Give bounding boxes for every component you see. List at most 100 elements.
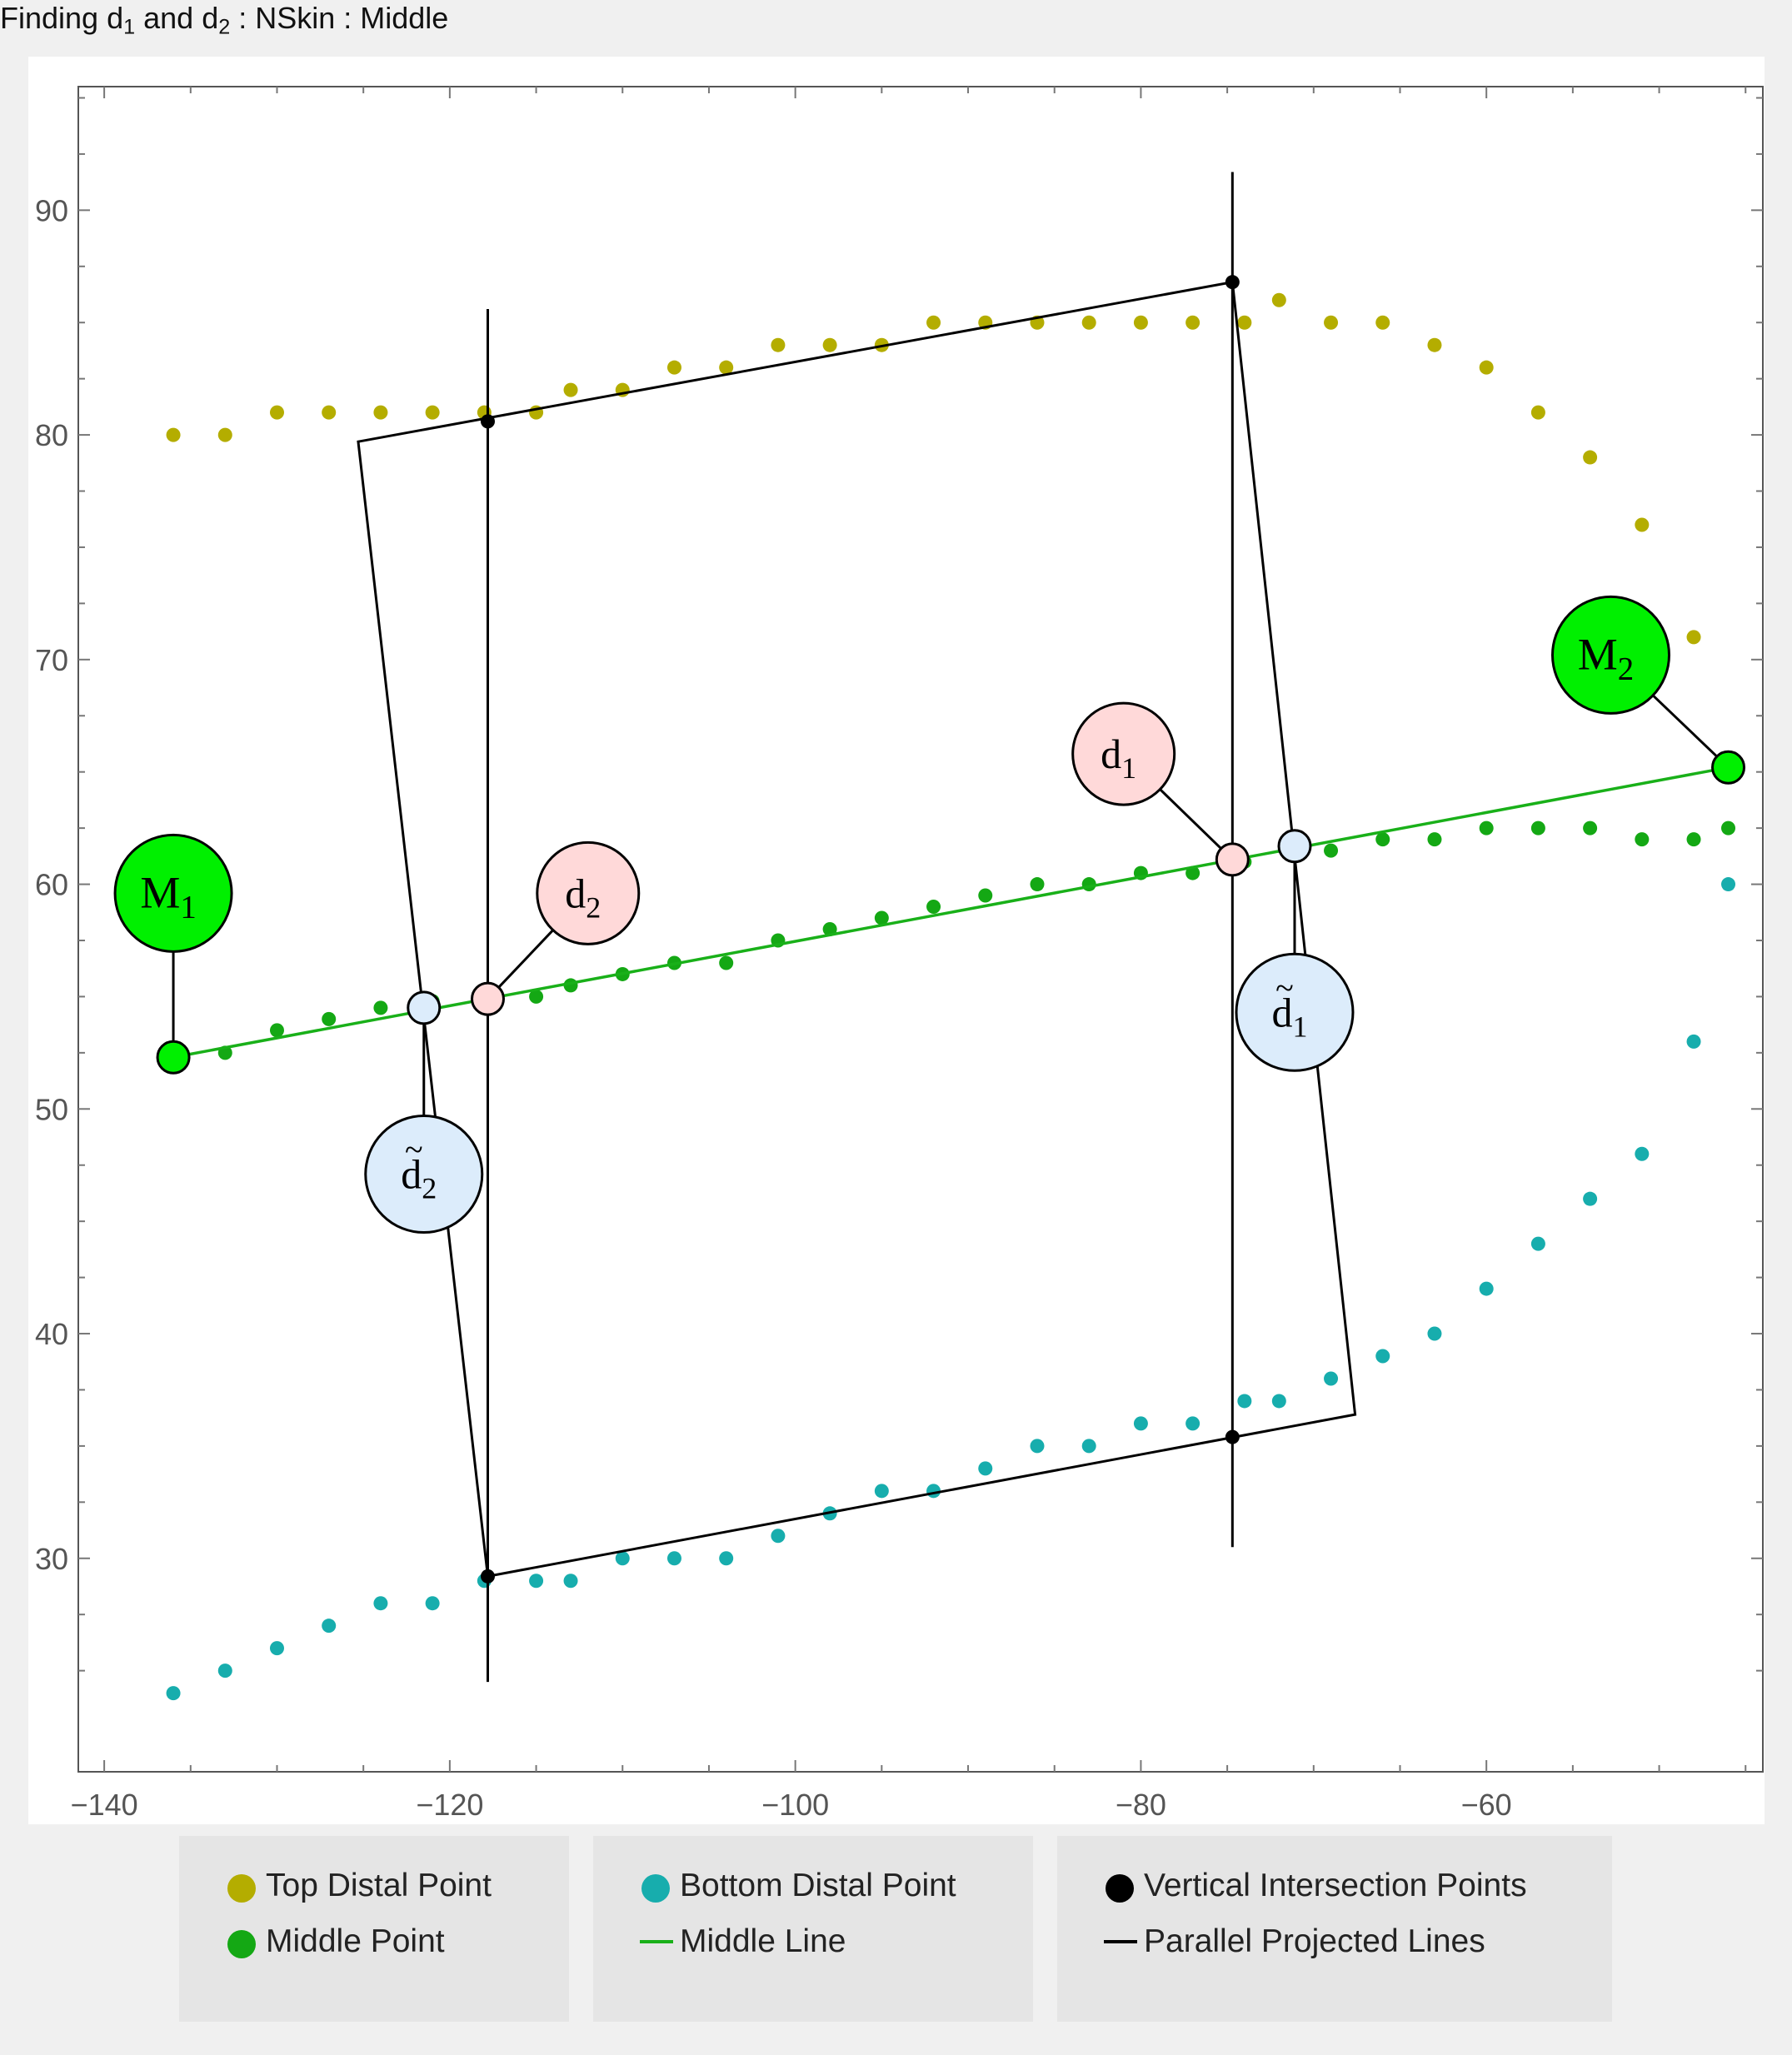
bottom-distal-point-point	[1583, 1191, 1598, 1206]
M1-label-subscript: 1	[180, 889, 196, 925]
bottom-distal-point-point	[1479, 1281, 1494, 1296]
legend-group-2: Bottom Distal Point Middle Line	[593, 1836, 1033, 2022]
top-distal-point-point	[1375, 315, 1390, 330]
d2-tilde-label-subscript: 2	[422, 1172, 437, 1205]
y-tick-label: 40	[35, 1317, 68, 1351]
legend-group-3: Vertical Intersection Points Parallel Pr…	[1057, 1836, 1612, 2022]
M2-label-base: M	[1578, 629, 1618, 679]
d1-tilde-point-marker	[1277, 829, 1312, 864]
bottom-distal-point-point	[926, 1484, 941, 1499]
middle-point-point	[1427, 832, 1442, 847]
bottom-distal-point-point	[269, 1641, 284, 1656]
top-distal-point-point	[1530, 405, 1545, 420]
d1-tilde-label-base: d	[1271, 989, 1292, 1035]
middle-point-point	[978, 888, 993, 903]
d2-label: d2	[565, 870, 601, 924]
d1-label-subscript: 1	[1121, 751, 1136, 785]
d1-connector	[1159, 788, 1223, 850]
legend-swatch-projected	[1104, 1940, 1137, 1943]
legend-label: Vertical Intersection Points	[1144, 1868, 1527, 1903]
d2-tilde-label-base: d	[401, 1151, 422, 1198]
y-tick-label: 60	[35, 868, 68, 902]
top-distal-point-point	[1324, 315, 1339, 330]
middle-point-point	[1375, 832, 1390, 847]
legend-item-vertical-points: Vertical Intersection Points	[1094, 1864, 1527, 1908]
d1-point-marker	[1215, 842, 1250, 877]
middle-point-point	[1686, 832, 1701, 847]
d2-tilde-point-marker	[407, 990, 442, 1025]
legend-item-bottom-distal: Bottom Distal Point	[630, 1864, 956, 1908]
bottom-distal-point-point	[529, 1574, 544, 1589]
middle-point-point	[874, 910, 889, 925]
top-distal-point-point	[1479, 360, 1494, 375]
vertical-intersection-point	[481, 414, 496, 429]
bottom-distal-point-point	[666, 1551, 681, 1566]
top-distal-point-point	[1583, 450, 1598, 465]
y-tick-label: 80	[35, 418, 68, 452]
bottom-distal-point-point	[719, 1551, 734, 1566]
middle-point-point	[1635, 832, 1650, 847]
bottom-distal-point-point	[615, 1551, 630, 1566]
d2-tilde-tilde: ~	[405, 1131, 423, 1169]
d1-label-base: d	[1101, 731, 1121, 777]
top-distal-point-point	[322, 405, 337, 420]
middle-point-point	[1721, 821, 1736, 835]
top-distal-point-point	[719, 360, 734, 375]
vertical-intersection-point	[481, 1569, 496, 1584]
middle-point-point	[1030, 877, 1045, 892]
d1-label: d1	[1101, 731, 1136, 785]
bottom-distal-point-point	[1427, 1326, 1442, 1341]
scatter-chart: −140 −120 −100 −80 −6030405060708090M1M2d1d2…	[35, 86, 1764, 1822]
bottom-distal-point-point	[1324, 1371, 1339, 1386]
x-tick-label: −100	[761, 1788, 829, 1822]
top-distal-point-point	[926, 315, 941, 330]
d2-point-marker	[471, 981, 506, 1016]
d2-tilde-label-bubble	[364, 1115, 484, 1234]
d2-label-subscript: 2	[586, 890, 601, 924]
legend-item-top-distal: Top Distal Point	[216, 1864, 492, 1908]
d1-tilde-label-bubble	[1235, 952, 1355, 1072]
d1-tilde-label: d1	[1271, 989, 1307, 1043]
bottom-distal-point-point	[322, 1619, 337, 1634]
M2-label: M2	[1578, 629, 1634, 686]
d2-label-bubble	[536, 840, 641, 945]
top-distal-point-point	[771, 337, 786, 352]
vertical-intersection-point	[1225, 1429, 1240, 1444]
legend-item-middle-line: Middle Line	[630, 1920, 846, 1963]
d1-label-bubble	[1071, 701, 1176, 806]
top-distal-point-point	[1686, 630, 1701, 645]
d2-tilde-label: d2	[401, 1151, 437, 1205]
M2-label-bubble	[1551, 595, 1671, 715]
bottom-distal-point-point	[1530, 1236, 1545, 1251]
top-distal-point-point	[563, 382, 578, 397]
top-distal-point-point	[166, 427, 181, 442]
legend-swatch-bottom	[641, 1874, 670, 1903]
d2-connector	[497, 929, 554, 990]
bottom-distal-point-point	[1237, 1394, 1252, 1409]
top-distal-point-point	[1271, 292, 1286, 307]
x-tick-label: −60	[1461, 1788, 1512, 1822]
top-distal-point-point	[1427, 337, 1442, 352]
legend-swatch-middle-line	[640, 1940, 673, 1943]
middle-point-point	[1479, 821, 1494, 835]
legend-swatch-middle	[227, 1930, 256, 1958]
d1-tilde-label-subscript: 1	[1292, 1010, 1307, 1043]
top-distal-point-point	[269, 405, 284, 420]
M2-label-subscript: 2	[1618, 651, 1634, 686]
chart-title: Finding d1 and d2 : NSkin : Middle	[0, 1, 449, 39]
x-tick-label: −120	[416, 1788, 483, 1822]
top-distal-point-point	[1237, 315, 1252, 330]
middle-point-point	[322, 1011, 337, 1026]
legend-swatch-top	[227, 1874, 256, 1903]
top-distal-point-point	[1635, 517, 1650, 532]
bottom-distal-point-point	[1721, 877, 1736, 892]
bottom-distal-point-point	[1186, 1416, 1200, 1431]
bottom-distal-point-point	[217, 1663, 232, 1678]
d1-tilde-tilde: ~	[1275, 969, 1294, 1006]
legend-item-projected-lines: Parallel Projected Lines	[1094, 1920, 1485, 1963]
middle-point-point	[373, 1000, 388, 1015]
legend-item-middle-point: Middle Point	[216, 1920, 445, 1963]
legend-label: Middle Line	[680, 1923, 846, 1959]
vertical-intersection-point	[1225, 275, 1240, 290]
plot-panel: −140 −120 −100 −80 −60 30 40 50 60 70 80 90 M1 M2 d1 d2…	[28, 57, 1765, 1824]
